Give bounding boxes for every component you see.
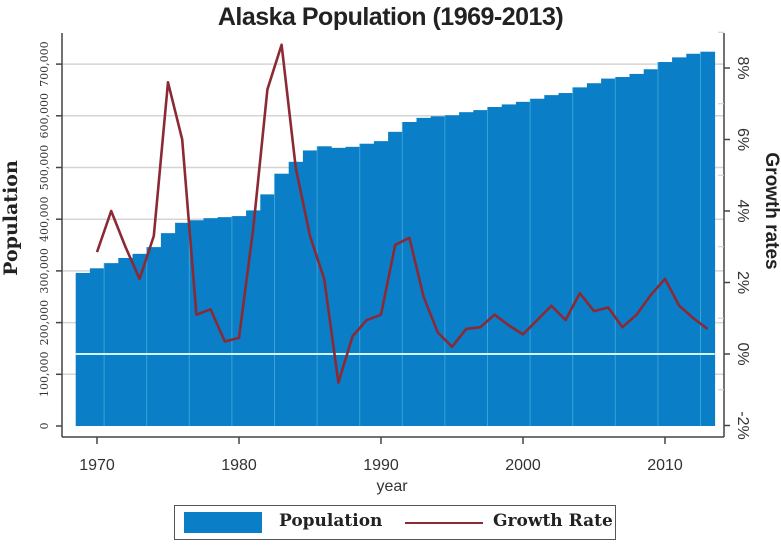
left-axis-labels: 0 100,000 200,000 300,000 400,000 500,000 600,… (38, 41, 51, 429)
population-bar (473, 110, 488, 426)
population-bar (430, 116, 446, 426)
population-bar (231, 216, 247, 426)
population-bar (118, 257, 133, 426)
y2-tick-label: 8% (734, 56, 751, 79)
population-bar (160, 233, 176, 426)
population-bar (288, 161, 304, 427)
y-axis-title: Population (0, 160, 22, 276)
population-bar (331, 147, 346, 426)
growth-legend-label: Growth Rate (493, 511, 613, 531)
x-tick-label: 1980 (221, 457, 257, 474)
x-axis-labels: 1970 1980 1990 2000 2010 (79, 457, 683, 474)
population-bar (444, 115, 460, 427)
y-tick-label: 100,000 (38, 352, 51, 398)
population-bar (89, 268, 105, 426)
population-bar (459, 112, 474, 426)
population-bar (657, 62, 673, 426)
x-axis-title: year (376, 478, 408, 495)
population-bar (487, 107, 503, 427)
y2-tick-label: 6% (734, 128, 751, 151)
legend: Population Growth Rate (174, 505, 616, 540)
population-bar (359, 143, 375, 426)
y2-axis-title: Growth rates (761, 152, 781, 269)
growth-rate-line (95, 43, 709, 384)
population-bar (416, 117, 432, 427)
x-tick-label: 1990 (363, 457, 399, 474)
growth-legend-line (405, 522, 483, 524)
population-bar (203, 218, 219, 426)
y-tick-label: 300,000 (38, 248, 51, 294)
population-bar (146, 247, 162, 426)
population-bar (629, 73, 645, 426)
population-legend-swatch (184, 512, 262, 533)
population-bar (572, 87, 588, 427)
population-legend-label: Population (279, 511, 383, 531)
population-bar (217, 217, 233, 426)
population-bar (402, 122, 417, 426)
x-tick-label: 2010 (647, 457, 683, 474)
population-bar (515, 101, 531, 426)
axes (56, 31, 730, 444)
y2-tick-label: 4% (734, 199, 751, 222)
right-axis-labels: -2% 0% 2% 4% 6% 8% (734, 56, 751, 439)
population-bar (246, 210, 261, 426)
population-bar (345, 146, 361, 426)
population-bar (615, 77, 630, 427)
y2-tick-label: 0% (734, 342, 751, 365)
y-tick-label: 500,000 (38, 145, 51, 191)
population-bars (75, 51, 716, 427)
population-bar (104, 263, 119, 426)
y2-tick-label: 2% (734, 271, 751, 294)
y-tick-label: 0 (38, 423, 51, 430)
x-tick-label: 1970 (79, 457, 115, 474)
population-bar (686, 53, 701, 426)
population-bar (586, 83, 602, 426)
population-bar (260, 194, 275, 426)
x-tick-label: 2000 (505, 457, 541, 474)
y-tick-label: 400,000 (38, 196, 51, 242)
population-bar (700, 51, 716, 426)
population-bar (643, 69, 659, 427)
y2-tick-label: -2% (734, 411, 751, 439)
y-tick-label: 600,000 (38, 93, 51, 139)
y-tick-label: 700,000 (38, 41, 51, 87)
population-bar (558, 93, 574, 426)
population-bar (274, 173, 290, 426)
y-tick-label: 200,000 (38, 300, 51, 346)
population-bar (601, 78, 616, 427)
population-bar (501, 104, 517, 427)
population-bar (75, 272, 91, 426)
population-bar (175, 222, 190, 426)
population-bar (530, 98, 545, 426)
population-bar (672, 57, 687, 427)
population-bar (302, 150, 318, 426)
population-bar (544, 95, 559, 427)
population-bar (132, 253, 148, 426)
population-bar (388, 131, 403, 426)
chart-title: Alaska Population (1969-2013) (217, 3, 564, 31)
